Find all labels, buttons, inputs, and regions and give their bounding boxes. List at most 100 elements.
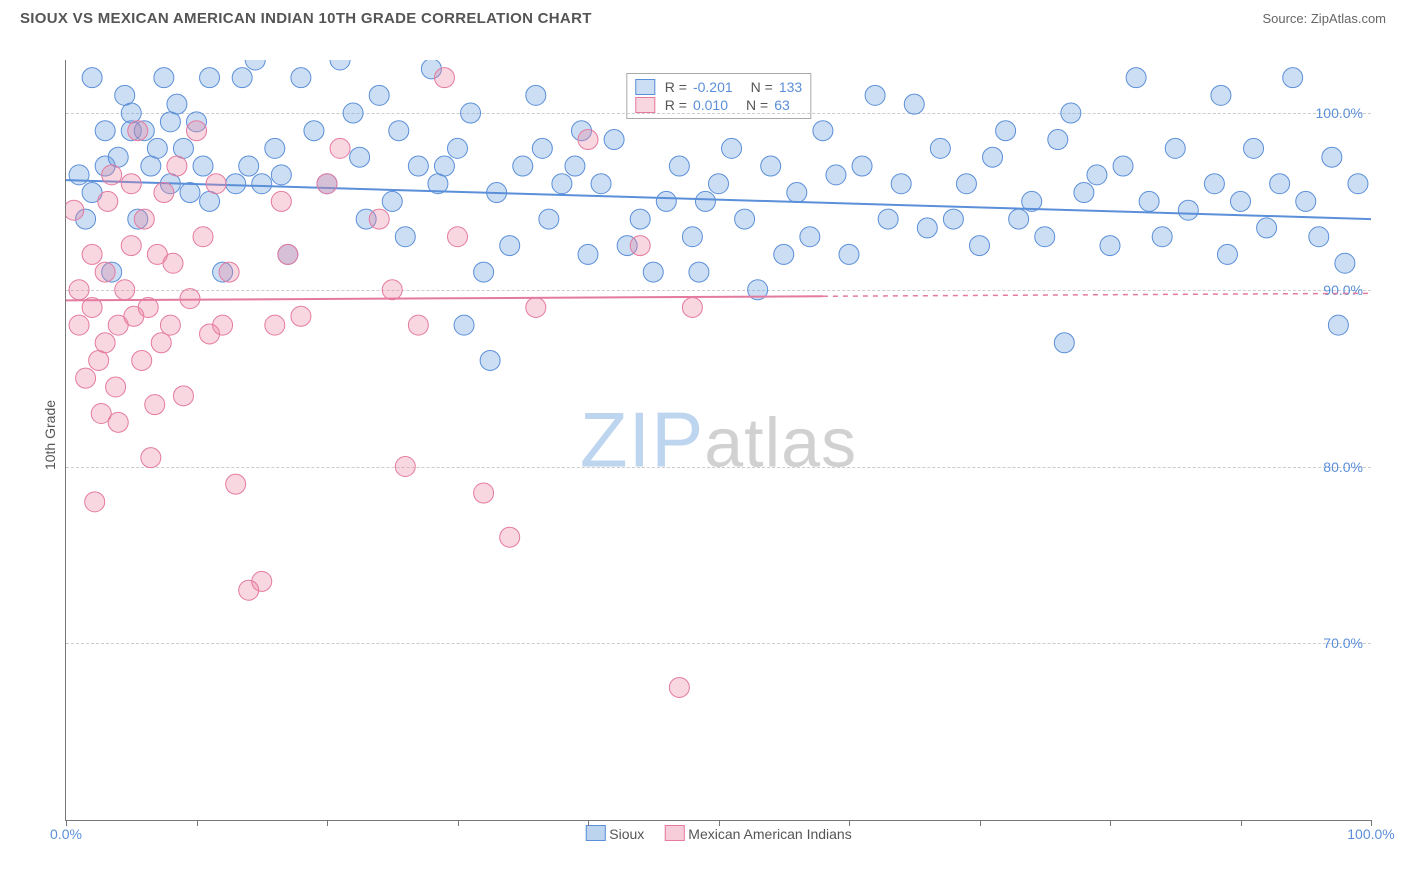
data-point [167, 156, 187, 176]
data-point [500, 527, 520, 547]
data-point [448, 227, 468, 247]
gridline [66, 113, 1371, 114]
data-point [526, 297, 546, 317]
data-point [82, 297, 102, 317]
data-point [709, 174, 729, 194]
data-point [996, 121, 1016, 141]
data-point [76, 368, 96, 388]
legend-stats-row: R = -0.201N = 133 [635, 78, 802, 96]
data-point [943, 209, 963, 229]
data-point [487, 183, 507, 203]
data-point [970, 236, 990, 256]
data-point [66, 200, 84, 220]
data-point [145, 395, 165, 415]
data-point [656, 191, 676, 211]
data-point [239, 156, 259, 176]
gridline [66, 467, 1371, 468]
data-point [95, 156, 115, 176]
data-point [695, 191, 715, 211]
data-point [669, 677, 689, 697]
source-label: Source: ZipAtlas.com [1262, 11, 1386, 26]
y-axis-label: 10th Grade [42, 400, 58, 470]
data-point [865, 85, 885, 105]
gridline [66, 643, 1371, 644]
legend-stats-row: R = 0.010N = 63 [635, 96, 802, 114]
x-tick-mark [849, 820, 850, 826]
data-point [213, 262, 233, 282]
data-point [108, 315, 128, 335]
data-point [85, 492, 105, 512]
data-point [1139, 191, 1159, 211]
data-point [154, 183, 174, 203]
x-tick-mark [458, 820, 459, 826]
data-point [128, 209, 148, 229]
data-point [317, 174, 337, 194]
data-point [226, 474, 246, 494]
data-point [160, 315, 180, 335]
x-tick-mark [197, 820, 198, 826]
trend-line-extrapolated [823, 293, 1371, 296]
data-point [252, 174, 272, 194]
trend-line [66, 180, 1371, 219]
data-point [134, 209, 154, 229]
data-point [1165, 138, 1185, 158]
y-tick-label: 70.0% [1323, 635, 1363, 651]
data-point [682, 227, 702, 247]
data-point [271, 165, 291, 185]
data-point [839, 244, 859, 264]
data-point [1048, 130, 1068, 150]
data-point [98, 191, 118, 211]
data-point [761, 156, 781, 176]
chart-title: SIOUX VS MEXICAN AMERICAN INDIAN 10TH GR… [20, 10, 592, 27]
data-point [356, 209, 376, 229]
data-point [141, 448, 161, 468]
data-point [132, 350, 152, 370]
trend-line [66, 296, 823, 300]
data-point [91, 403, 111, 423]
data-point [774, 244, 794, 264]
data-point [552, 174, 572, 194]
x-tick-mark [588, 820, 589, 826]
x-tick-mark [1241, 820, 1242, 826]
x-tick-label: 0.0% [50, 826, 82, 842]
data-point [108, 147, 128, 167]
data-point [643, 262, 663, 282]
data-point [689, 262, 709, 282]
data-point [200, 68, 220, 88]
data-point [160, 112, 180, 132]
data-point [852, 156, 872, 176]
data-point [1348, 174, 1368, 194]
data-point [265, 315, 285, 335]
data-point [1335, 253, 1355, 273]
x-tick-mark [719, 820, 720, 826]
data-point [1074, 183, 1094, 203]
y-tick-label: 80.0% [1323, 459, 1363, 475]
data-point [1022, 191, 1042, 211]
plot-area: ZIPatlas R = -0.201N = 133R = 0.010N = 6… [65, 60, 1371, 821]
data-point [200, 191, 220, 211]
data-point [408, 315, 428, 335]
data-point [95, 333, 115, 353]
data-point [917, 218, 937, 238]
data-point [121, 121, 141, 141]
data-point [226, 174, 246, 194]
data-point [239, 580, 259, 600]
data-point [173, 138, 193, 158]
data-point [232, 68, 252, 88]
data-point [878, 209, 898, 229]
data-point [219, 262, 239, 282]
data-point [291, 306, 311, 326]
data-point [722, 138, 742, 158]
data-point [1126, 68, 1146, 88]
data-point [69, 165, 89, 185]
data-point [448, 138, 468, 158]
data-point [180, 183, 200, 203]
data-point [1100, 236, 1120, 256]
data-point [1231, 191, 1251, 211]
data-point [265, 138, 285, 158]
data-point [539, 209, 559, 229]
gridline [66, 290, 1371, 291]
data-point [526, 85, 546, 105]
data-point [630, 236, 650, 256]
data-point [1283, 68, 1303, 88]
